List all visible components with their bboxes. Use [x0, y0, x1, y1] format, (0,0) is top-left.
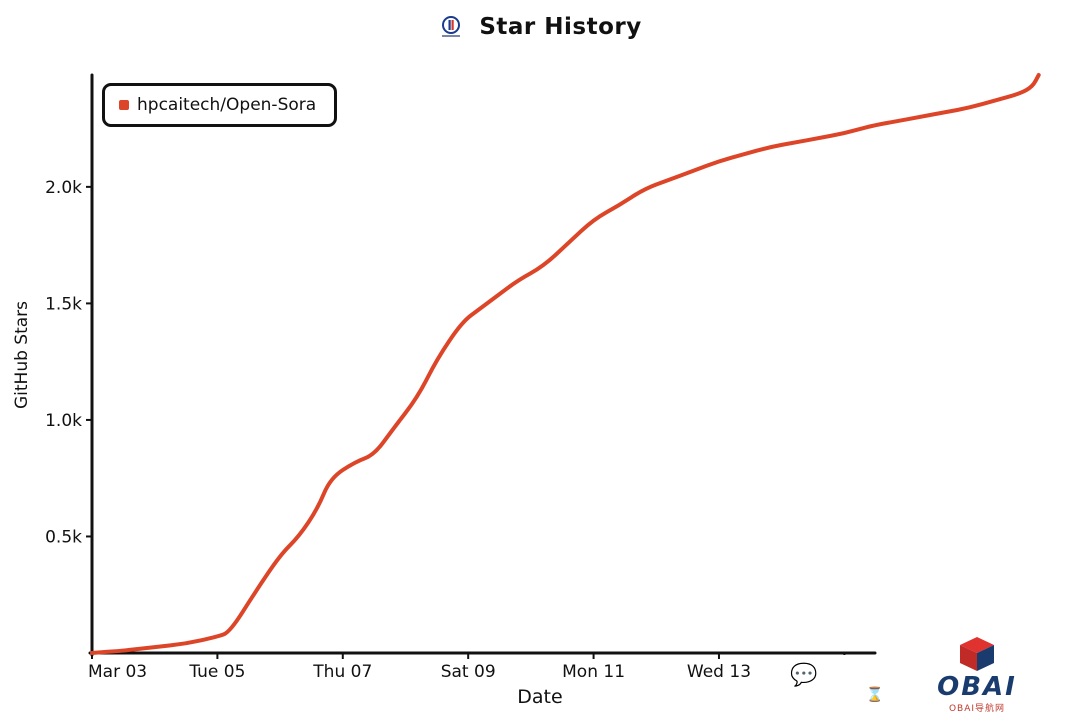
x-tick-label: Wed 13: [687, 662, 751, 682]
chart-axes: [88, 73, 877, 657]
brand-name: OBAI: [937, 672, 1017, 702]
x-tick-label: Sat 09: [441, 662, 496, 682]
x-tick-label: Tue 05: [188, 662, 245, 682]
cube-icon: [960, 637, 994, 671]
y-axis-title: GitHub Stars: [12, 300, 32, 410]
y-tick-label: 0.5k: [45, 527, 82, 547]
x-tick-label: Thu 07: [312, 662, 372, 682]
legend: hpcaitech/Open-Sora: [102, 83, 338, 127]
y-tick-label: 1.0k: [45, 411, 82, 431]
x-tick-label: Mar 03: [88, 662, 147, 682]
legend-swatch: [119, 100, 129, 110]
chart-title: Star History: [0, 14, 1080, 40]
x-axis-title: Date: [517, 686, 563, 708]
y-axis-ticks: 0.5k 1.0k 1.5k 2.0k: [45, 178, 92, 547]
hourglass-icon: ⌛: [866, 687, 884, 703]
wechat-watermark: 💬 ⌛: [786, 655, 883, 715]
obai-brand-logo: OBAI OBAI导航网: [922, 635, 1032, 715]
wechat-icon: 💬: [790, 663, 818, 688]
legend-label-open-sora: hpcaitech/Open-Sora: [137, 95, 317, 115]
x-tick-label: Mon 11: [562, 662, 625, 682]
y-tick-label: 2.0k: [45, 178, 82, 198]
brand-subtitle: OBAI导航网: [948, 704, 1006, 714]
y-tick-label: 1.5k: [45, 294, 82, 314]
hpc-ai-tech-logo-icon: [442, 16, 461, 37]
series-line-open-sora: [90, 73, 1041, 655]
series-layer: [90, 73, 1041, 655]
chart-title-text: Star History: [479, 14, 642, 40]
